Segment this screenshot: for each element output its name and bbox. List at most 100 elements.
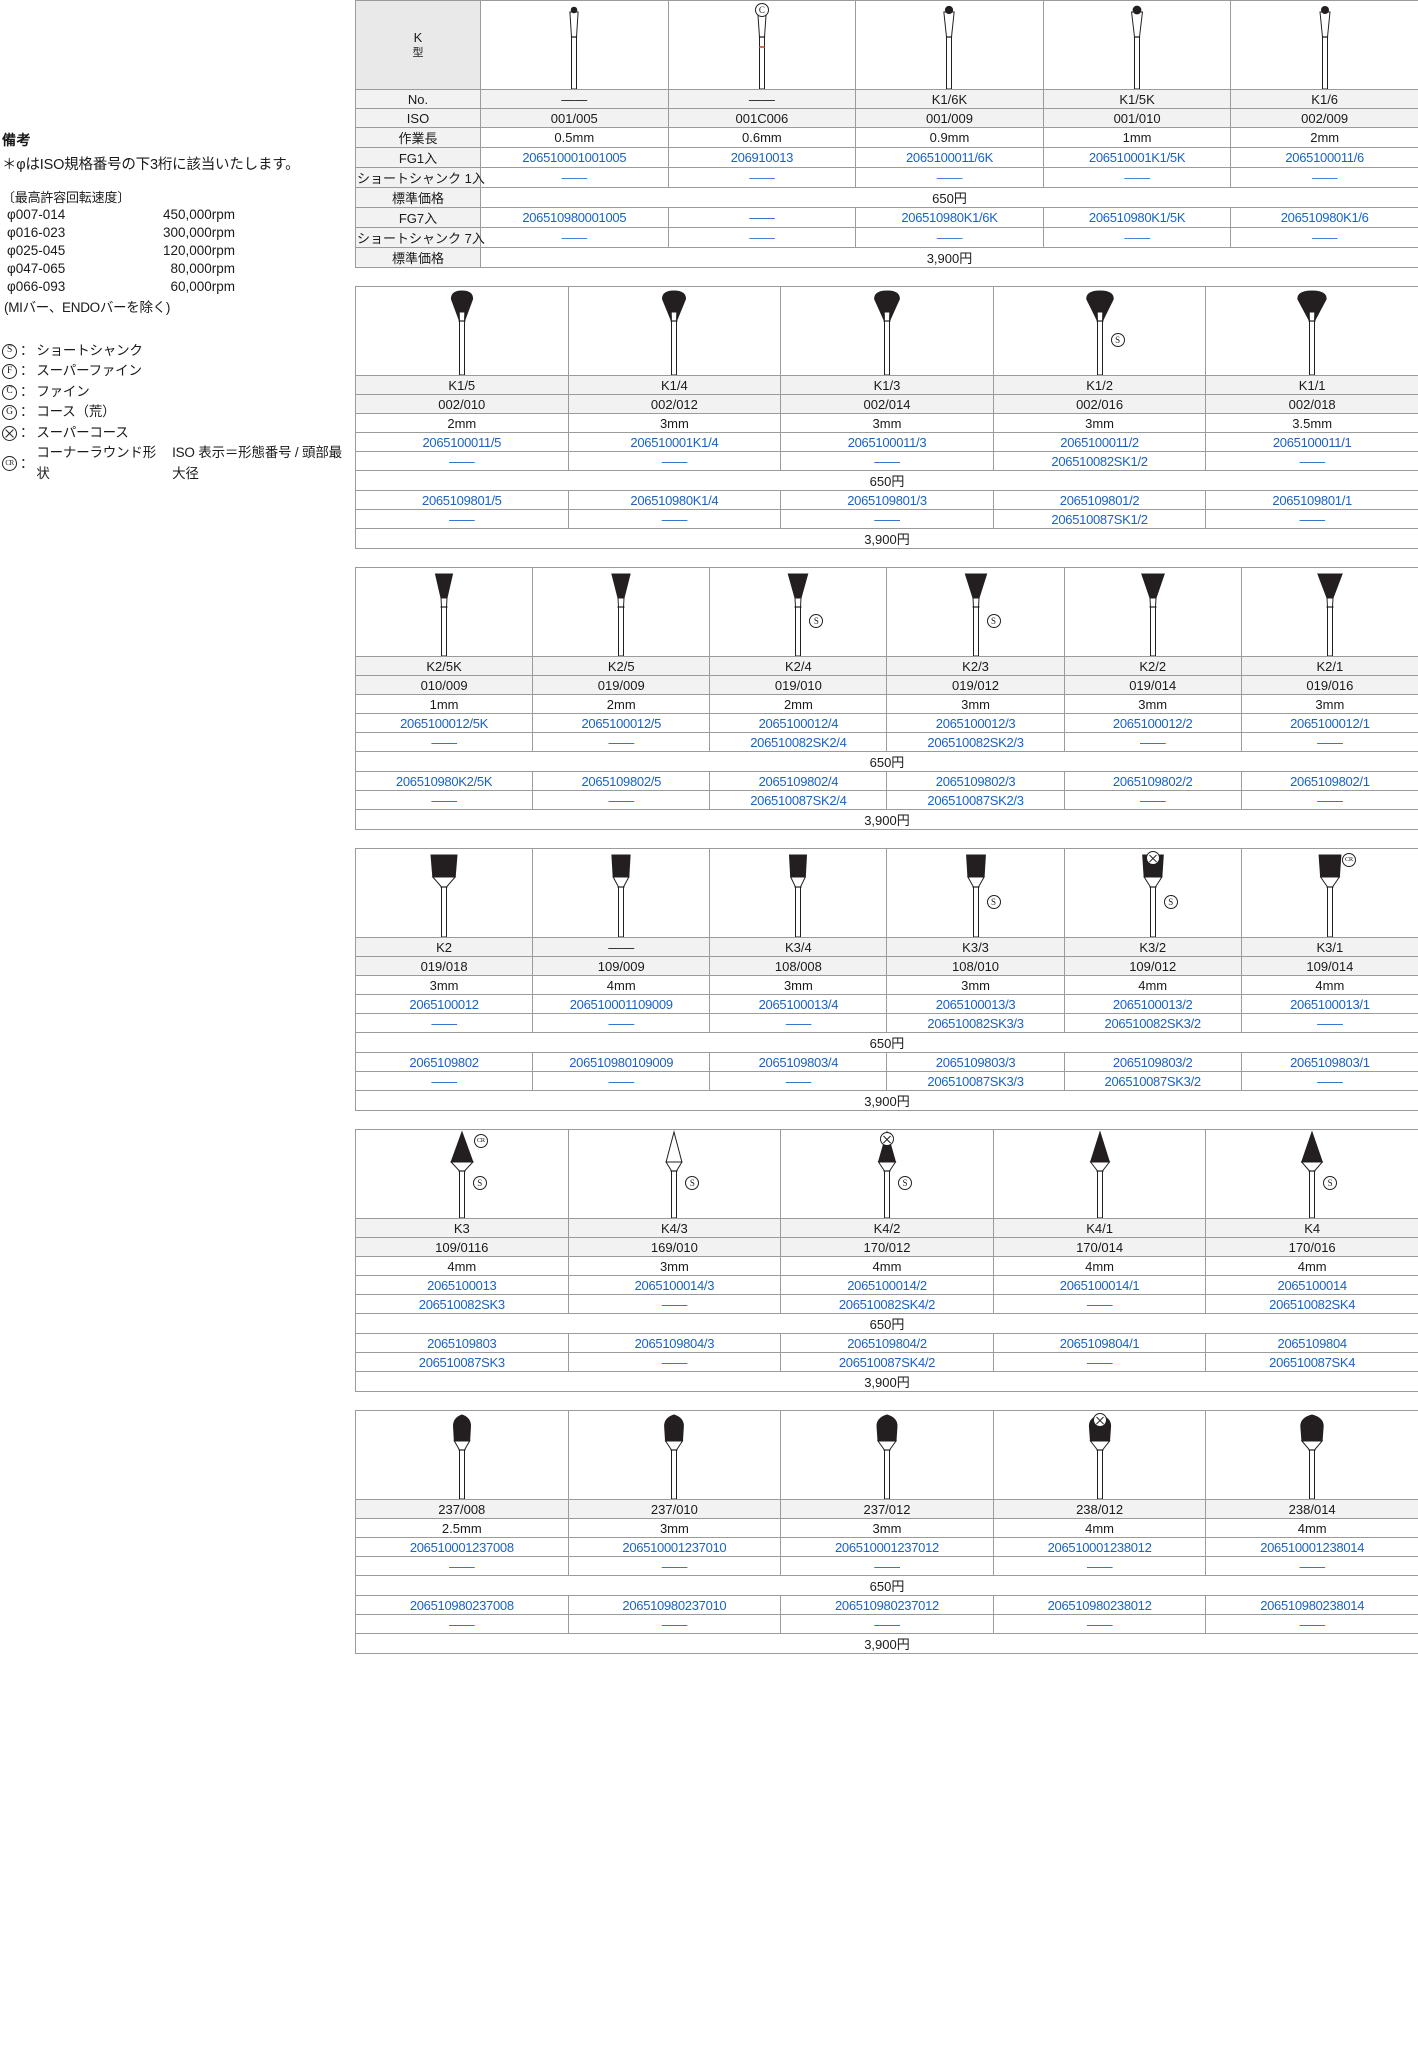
working-length: 2.5mm bbox=[355, 1518, 569, 1538]
fg7-code: 206510980109009 bbox=[532, 1052, 711, 1072]
short-shank-7-row: 206510087SK3 —— 206510087SK4/2 —— 206510087S… bbox=[355, 1352, 1418, 1372]
block-5: CR S S S S K3 K4/3 K4/2 K4/1 K4 109/0116 169/010 170… bbox=[355, 1129, 1418, 1392]
price-value: 650円 bbox=[355, 1313, 1418, 1334]
bur-drawing: S bbox=[711, 568, 885, 656]
iso-code: 002/014 bbox=[780, 394, 994, 414]
price-row-pack: 3,900円 bbox=[355, 1371, 1418, 1392]
iso-row: 010/009 019/009 019/010 019/012 019/014 019/0… bbox=[354, 675, 1418, 695]
fg1-code: 2065100012/5 bbox=[532, 713, 711, 733]
price-row-pack: 標準価格 3,900円 bbox=[355, 247, 1418, 268]
price-value: 3,900円 bbox=[355, 809, 1418, 830]
legend-colon: ： bbox=[20, 363, 34, 379]
short-shank-7-code: —— bbox=[355, 1614, 569, 1634]
fg7-code: 206510980K1/5K bbox=[1042, 207, 1232, 228]
price-value: 650円 bbox=[355, 1575, 1418, 1596]
speed-diameter: φ016-023 bbox=[7, 224, 66, 240]
bur-number: K3/3 bbox=[886, 937, 1065, 957]
mark-s-icon: S bbox=[986, 895, 1001, 909]
working-length-row: 2mm 3mm 3mm 3mm 3.5mm bbox=[355, 413, 1418, 433]
fg7-code: 2065109803 bbox=[355, 1333, 569, 1353]
fg1-code: 206910013 bbox=[667, 147, 857, 168]
bur-drawing: S bbox=[1066, 849, 1240, 937]
working-length-row: 2.5mm 3mm 3mm 4mm 4mm bbox=[355, 1518, 1418, 1538]
short-shank-7-code: —— bbox=[1230, 227, 1418, 248]
fg1-code: 2065100013/4 bbox=[709, 994, 888, 1014]
working-length: 0.6mm bbox=[667, 127, 857, 148]
bur-table: K 型 C No. —— —— K1/6K K1/5K K1/6 ISO 001/005 001C00… bbox=[355, 0, 1418, 268]
fg1-code: 2065100013 bbox=[355, 1275, 569, 1295]
legend-label: コーナーラウンド形状 bbox=[36, 445, 157, 481]
bur-illustration-cell: S bbox=[780, 1129, 994, 1219]
bur-number: K1/4 bbox=[567, 375, 782, 395]
iso-code: 002/010 bbox=[355, 394, 569, 414]
bur-illustration-cell bbox=[1205, 286, 1418, 376]
mark-s-icon: S bbox=[986, 614, 1001, 628]
bur-mark-wrap: S bbox=[685, 1176, 700, 1190]
working-length: 3mm bbox=[780, 1518, 994, 1538]
fg7-row: 2065109803 2065109804/3 2065109804/2 206510… bbox=[355, 1333, 1418, 1353]
iso-row: 019/018 109/009 108/008 108/010 109/012 109/0… bbox=[354, 956, 1418, 976]
iso-code: 002/012 bbox=[567, 394, 782, 414]
bur-number: K2/5K bbox=[354, 656, 534, 676]
legend-label: ショートシャンク bbox=[36, 342, 143, 358]
bur-illustration-cell: S bbox=[1063, 848, 1242, 938]
iso-code: 019/018 bbox=[354, 956, 534, 976]
working-length: 3mm bbox=[1063, 694, 1242, 714]
short-shank-7-code: 206510087SK1/2 bbox=[992, 509, 1207, 529]
fg7-code: 2065109804/3 bbox=[567, 1333, 782, 1353]
fg7-code: 2065109804 bbox=[1205, 1333, 1418, 1353]
bur-drawing bbox=[995, 1130, 1205, 1218]
short-shank-1-code: —— bbox=[667, 167, 857, 188]
bur-drawing: S bbox=[888, 568, 1062, 656]
bur-illustration-cell bbox=[355, 1410, 569, 1500]
short-shank-7-code: 206510087SK4/2 bbox=[780, 1352, 994, 1372]
short-shank-7-code: —— bbox=[567, 1614, 782, 1634]
remarks-title: 備考 bbox=[2, 132, 31, 148]
short-shank-1-code: —— bbox=[532, 732, 711, 752]
legend-row: ：スーパーコース bbox=[2, 423, 349, 444]
fg7-code: 2065109802/5 bbox=[532, 771, 711, 791]
price-value: 3,900円 bbox=[480, 247, 1418, 268]
fg1-code: 2065100013/3 bbox=[886, 994, 1065, 1014]
iso-code: 001/010 bbox=[1042, 108, 1232, 128]
working-length: 4mm bbox=[780, 1256, 994, 1276]
bur-drawing bbox=[1207, 1411, 1417, 1499]
block-6: 237/008 237/010 237/012 238/012 238/014 2.5mm… bbox=[355, 1410, 1418, 1654]
working-length: 3mm bbox=[886, 694, 1065, 714]
bur-number: K2/2 bbox=[1063, 656, 1242, 676]
bur-mark-wrap: S bbox=[809, 614, 824, 628]
fg1-code: 2065100012 bbox=[354, 994, 534, 1014]
short-shank-1-row: —— —— —— 206510082SK1/2 —— bbox=[355, 451, 1418, 471]
bur-drawing bbox=[1232, 1, 1417, 89]
short-shank-1-code: 206510082SK3/3 bbox=[886, 1013, 1065, 1033]
bur-illustration-cell bbox=[1063, 567, 1242, 657]
short-shank-7-code: —— bbox=[354, 790, 534, 810]
bur-drawing bbox=[357, 287, 567, 375]
legend-symbol-c-icon: C bbox=[2, 384, 17, 400]
bur-drawing bbox=[711, 849, 885, 937]
working-length: 3mm bbox=[709, 975, 888, 995]
bur-number: K1/3 bbox=[780, 375, 994, 395]
bur-image-row: S bbox=[355, 286, 1418, 376]
short-shank-1-code: 206510082SK4/2 bbox=[780, 1294, 994, 1314]
working-length-row: 作業長 0.5mm 0.6mm 0.9mm 1mm 2mm bbox=[355, 127, 1418, 148]
iso-row: 237/008 237/010 237/012 238/012 238/014 bbox=[355, 1499, 1418, 1519]
legend-colon: ： bbox=[20, 383, 34, 399]
short-shank-7-code: 206510087SK3/2 bbox=[1063, 1071, 1242, 1091]
fg7-row: 2065109801/5 206510980K1/4 2065109801/3 206… bbox=[355, 490, 1418, 510]
short-shank-1-row: —— —— 206510082SK2/4 206510082SK2/3 —— —— bbox=[354, 732, 1418, 752]
bur-drawing bbox=[1207, 287, 1417, 375]
bur-mark-wrap: S bbox=[1323, 1176, 1338, 1190]
working-length: 2mm bbox=[355, 413, 569, 433]
bur-table: CR S S S S K3 K4/3 K4/2 K4/1 K4 109/0116 169/010 170… bbox=[355, 1129, 1418, 1392]
legend-symbol-x-icon bbox=[2, 425, 17, 441]
mark-x-icon bbox=[1092, 1413, 1107, 1427]
bur-number: K1/2 bbox=[992, 375, 1207, 395]
short-shank-1-code: —— bbox=[354, 732, 534, 752]
fg1-code: 2065100012/5K bbox=[354, 713, 534, 733]
price-row-single: 650円 bbox=[355, 1313, 1418, 1334]
fg1-code: 2065100014/2 bbox=[780, 1275, 994, 1295]
short-shank-1-code: 206510082SK2/4 bbox=[709, 732, 888, 752]
short-shank-1-code: 206510082SK3/2 bbox=[1063, 1013, 1242, 1033]
mark-s-icon: S bbox=[1323, 1176, 1338, 1190]
